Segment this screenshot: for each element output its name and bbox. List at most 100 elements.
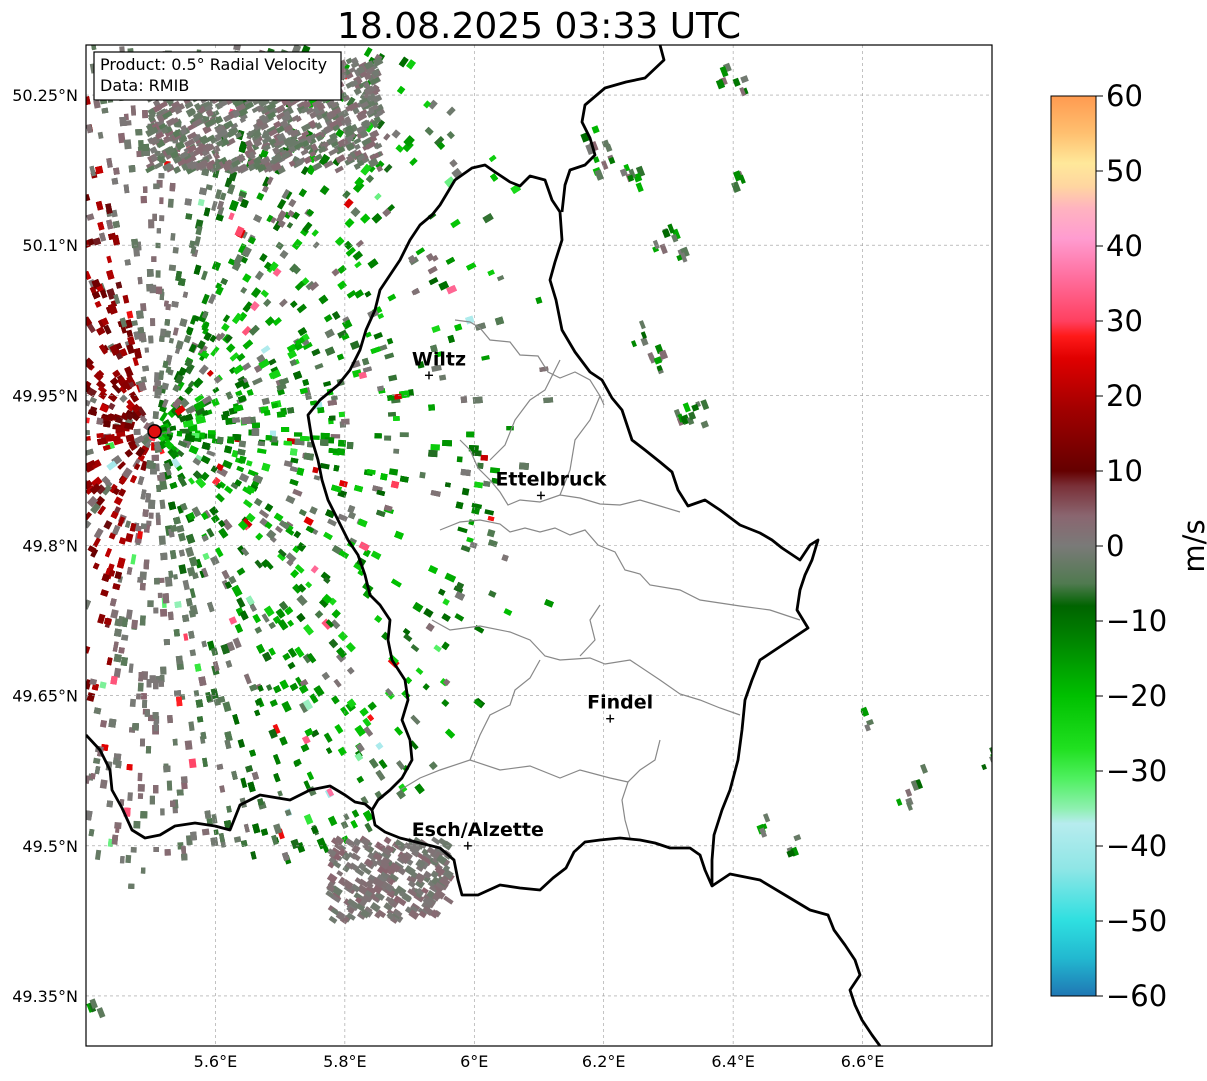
info-product: Product: 0.5° Radial Velocity [100,55,327,74]
radar-echo-cell [237,738,246,749]
radar-echo-cell [111,383,122,394]
radar-echo-cell [355,239,364,248]
radar-echo-cell [320,439,329,446]
radar-echo-cell [238,472,250,483]
radar-echo-cell [241,325,252,336]
radar-echo-cell [108,718,117,728]
radar-echo-cell [174,601,182,609]
radar-echo-cell [488,590,497,598]
radar-echo-cell [158,173,165,179]
radar-echo-cell [356,775,365,784]
radar-echo-cell [286,343,297,353]
radar-echo-cell [302,653,313,664]
radar-echo-cell [384,435,392,441]
radar-echo-cell [145,746,152,754]
radar-echo-cell [454,613,465,622]
radar-echo-cell [99,681,107,689]
radar-echo-cell [185,405,196,415]
radar-echo-cell [137,276,143,285]
radar-echo-cell [113,167,120,175]
radar-echo-cell [254,270,264,281]
radar-echo-cell [433,644,442,653]
radar-echo-cell [263,409,271,416]
radar-echo-cell [285,552,297,563]
radar-echo-cell [363,47,373,58]
radar-echo-cell [90,502,101,515]
radar-echo-cell [99,719,108,728]
radar-echo-cell [294,280,305,291]
radar-echo-cell [137,682,144,692]
radar-echo-cell [154,389,161,399]
radar-echo-cell [205,184,213,191]
radar-echo-cell [342,190,351,199]
radar-echo-cell [127,792,133,801]
radar-echo-cell [224,334,233,343]
x-tick-label: 6.4°E [711,1052,755,1071]
radar-echo-cell [323,732,333,743]
radar-echo-cell [287,661,296,670]
radar-echo-cell [153,607,159,614]
radar-echo-cell [153,785,159,794]
radar-echo-cell [140,195,148,204]
y-tick-label: 49.5°N [22,837,78,856]
radar-echo-cell [484,509,495,516]
radar-echo-cell [195,225,203,236]
radar-echo-cell [250,287,262,299]
radar-echo-cell [486,529,496,538]
colorbar-tick-label: −50 [1106,904,1167,938]
radar-echo-cell [337,280,348,290]
radar-echo-cell [314,363,324,370]
radar-echo-cell [305,280,316,291]
radar-echo-cell [138,139,144,150]
radar-echo-cell [198,344,208,356]
radar-echo-cell [172,738,178,746]
radar-echo-cell [159,674,165,683]
radar-echo-layer [86,45,992,1019]
radar-echo-cell [380,473,388,481]
radar-echo-cell [310,565,319,574]
radar-echo-cell [480,454,488,461]
radar-echo-cell [86,430,90,435]
chart-title: 18.08.2025 03:33 UTC [337,6,741,47]
radar-echo-cell [428,761,438,771]
radar-echo-cell [338,479,348,488]
radar-echo-cell [133,463,141,471]
radar-echo-cell [152,213,157,221]
radar-echo-cell [142,110,148,119]
radar-echo-cell [148,335,154,344]
radar-echo-cell [146,520,152,527]
info-box: Product: 0.5° Radial Velocity Data: RMIB [93,51,342,101]
radar-echo-cell [240,286,248,294]
radar-echo-cell [146,679,152,688]
radar-echo-cell [92,757,101,765]
radar-echo-cell [176,505,184,514]
radar-echo-cell [434,351,444,358]
radar-echo-cell [337,448,346,456]
radar-echo-cell [360,796,369,806]
radar-echo-cell [159,197,164,205]
radar-echo-cell [184,363,195,375]
y-tick-label: 49.8°N [22,537,78,556]
radar-echo-cell [138,672,144,682]
radar-echo-cell [143,559,150,570]
radar-echo-cell [293,760,300,768]
radar-echo-cell [149,795,155,805]
radar-echo-cell [168,337,175,344]
radar-echo-cell [393,415,400,422]
radar-echo-cell [99,779,108,789]
colorbar-tick-label: 60 [1106,79,1143,113]
radar-echo-cell [187,380,196,388]
radar-echo-cell [327,815,338,827]
radar-echo-cell [430,443,440,451]
radar-echo-cell [206,450,216,457]
radar-echo-cell [431,325,441,333]
radar-echo-cell [229,352,240,362]
y-axis-ticks: 50.25°N50.1°N49.95°N49.8°N49.65°N49.5°N4… [12,86,78,1006]
radar-echo-cell [137,793,144,800]
radar-echo-cell [343,198,354,209]
radar-echo-cell [207,430,216,435]
colorbar-tick-label: −20 [1106,679,1167,713]
radar-echo-cell [93,100,101,109]
radar-echo-cell [257,441,265,447]
radar-echo-cell [207,640,216,651]
